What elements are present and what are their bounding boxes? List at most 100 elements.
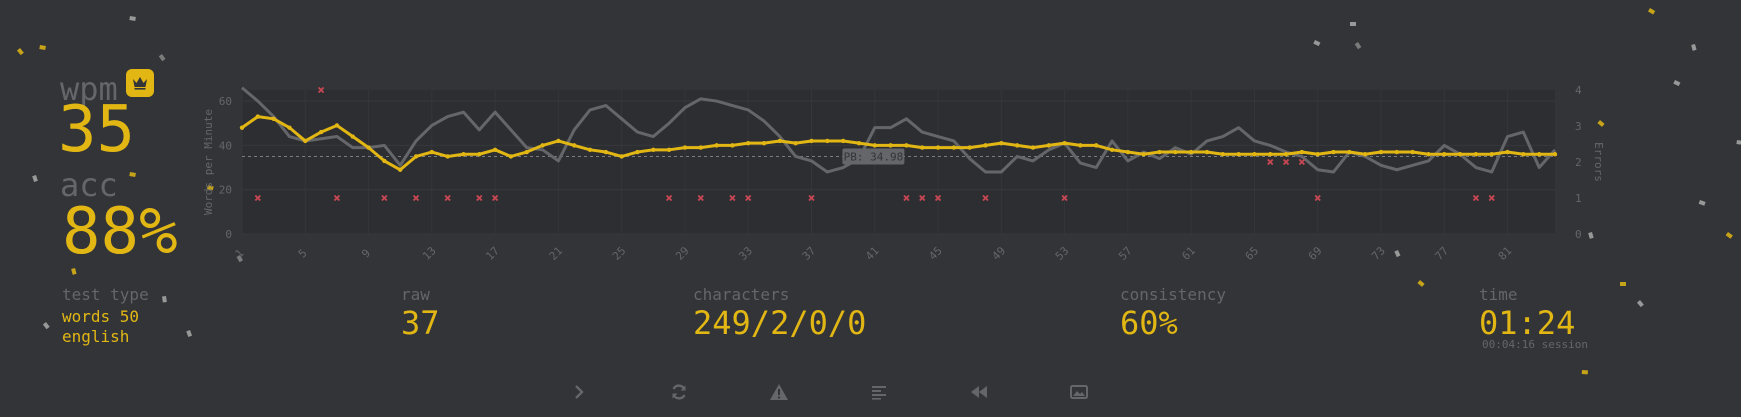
chart-wpm-point (904, 143, 909, 148)
report-button[interactable] (764, 380, 794, 404)
consistency-value: 60% (1120, 304, 1178, 342)
test-type-label: test type (62, 285, 149, 304)
chart-pb-label: PB: 34.98 (844, 151, 904, 164)
chart-wpm-point (793, 140, 798, 146)
confetti-piece (16, 47, 24, 56)
chart-wpm-point (1457, 152, 1463, 157)
chart-x-tick-label: 13 (420, 244, 439, 263)
chart-wpm-point (1552, 152, 1558, 157)
characters-label: characters (693, 285, 790, 304)
chart-wpm-point (239, 125, 245, 130)
confetti-piece (1698, 200, 1706, 206)
chart-wpm-point (1252, 152, 1257, 157)
chart-error-point (333, 194, 341, 202)
chart-wpm-point (255, 114, 261, 119)
confetti-piece (1636, 300, 1644, 308)
confetti-piece (1354, 42, 1362, 50)
chart-wpm-point (1078, 143, 1083, 148)
chart-wpm-point (1299, 149, 1305, 155)
chart-wpm-point (761, 140, 767, 146)
chart-wpm-point (1410, 149, 1415, 155)
chart-wpm-point (1521, 152, 1526, 157)
confetti-piece (129, 172, 136, 177)
chart-wpm-point (508, 154, 514, 159)
time-value: 01:24 (1479, 304, 1576, 342)
chart-y-axis-title: Words per Minute (202, 109, 215, 215)
chart-wpm-point (856, 140, 862, 146)
chart-wpm-point (1362, 152, 1368, 157)
confetti-piece (1691, 43, 1697, 51)
crown-icon (126, 69, 154, 97)
chart-wpm-point (287, 125, 292, 130)
image-icon (1070, 385, 1088, 399)
chart-wpm-point (382, 158, 387, 164)
chart-wpm-point (666, 147, 672, 153)
chart-x-tick-label: 1 (233, 247, 247, 261)
chart-wpm-point (1046, 143, 1051, 148)
chart-y-tick-label: 20 (219, 184, 232, 197)
chart-wpm-point (951, 145, 957, 150)
chart-error-point (729, 194, 736, 202)
refresh-icon (672, 384, 686, 400)
chart-wpm-point (413, 154, 419, 159)
chart-x-tick-label: 41 (863, 244, 882, 263)
chart-wpm-point (1378, 149, 1384, 155)
chart-x-tick-label: 37 (800, 244, 819, 263)
replay-button[interactable] (964, 380, 994, 404)
chart-error-point (745, 194, 752, 202)
chart-x-tick-label: 25 (610, 244, 629, 263)
raw-value: 37 (401, 304, 440, 342)
chart-wpm-point (809, 138, 814, 144)
chart-wpm-point (1030, 145, 1036, 150)
chart-wpm-point (1442, 152, 1447, 157)
chart-x-tick-label: 53 (1053, 244, 1072, 263)
chart-error-point (697, 194, 704, 202)
chart-wpm-point (1141, 152, 1146, 157)
chart-x-tick-label: 21 (547, 244, 566, 263)
characters-value: 249/2/0/0 (693, 304, 867, 342)
next-test-button[interactable] (564, 380, 594, 404)
chart-wpm-point (872, 143, 877, 148)
consistency-label: consistency (1120, 285, 1226, 304)
chart-wpm-point (1204, 149, 1210, 155)
chart-error-point (665, 194, 673, 202)
test-type-language: english (62, 327, 130, 346)
chart-wpm-point (1062, 140, 1067, 146)
chart-x-tick-label: 73 (1369, 244, 1388, 263)
restart-button[interactable] (664, 380, 694, 404)
chart-raw-line (241, 86, 1557, 174)
chart-x-tick-label: 29 (673, 244, 692, 263)
confetti-piece (1620, 282, 1626, 286)
accuracy-label: acc (60, 166, 118, 204)
chart-wpm-point (714, 143, 719, 148)
confetti-piece (1350, 22, 1356, 26)
confetti-piece (1417, 279, 1425, 287)
chart-wpm-point (698, 145, 703, 150)
chart-wpm-point (334, 123, 340, 128)
chart-wpm-point (303, 138, 308, 144)
chart-x-tick-label: 45 (926, 244, 945, 263)
chart-y-tick-label: 40 (219, 139, 232, 152)
chart-wpm-point (651, 147, 656, 153)
chart-wpm-point (1125, 149, 1131, 155)
chart-error-point (412, 194, 420, 202)
chart-error-point (1061, 194, 1068, 202)
accuracy-value: 88% (62, 195, 178, 269)
chart-wpm-point (540, 143, 545, 148)
chart-x-tick-label: 81 (1496, 244, 1515, 263)
chart-wpm-point (1188, 149, 1194, 155)
chart-x-tick-label: 33 (736, 244, 755, 263)
chart-x-tick-label: 17 (483, 244, 502, 263)
chart-x-tick-label: 57 (1116, 244, 1135, 263)
chart-wpm-point (825, 138, 830, 144)
chart-error-point (444, 194, 451, 202)
chart-wpm-point (445, 154, 450, 159)
confetti-piece (71, 268, 77, 275)
chart-y2-axis-title: Errors (1592, 142, 1605, 182)
chart-wpm-point (1014, 143, 1020, 148)
word-history-button[interactable] (864, 380, 894, 404)
screenshot-button[interactable] (1064, 380, 1094, 404)
session-time: 00:04:16 session (1482, 338, 1588, 351)
chart-wpm-point (730, 143, 735, 148)
chart-wpm-point (635, 149, 640, 155)
